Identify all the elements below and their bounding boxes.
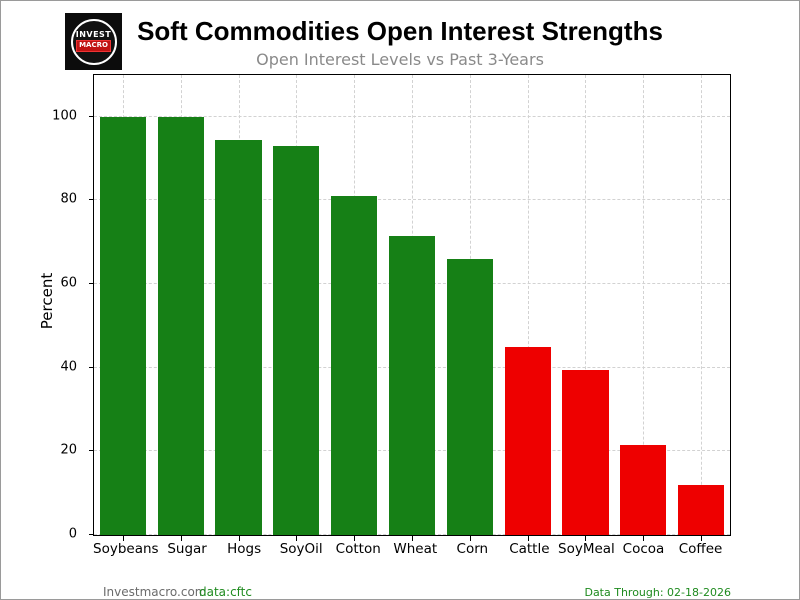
y-tick-mark (89, 450, 94, 452)
chart-subtitle: Open Interest Levels vs Past 3-Years (256, 50, 544, 69)
x-tick-label: Cocoa (622, 541, 665, 557)
x-tick-mark (701, 536, 703, 541)
logo-text-macro: MACRO (76, 40, 111, 52)
footer-data-source-text: data:cftc (199, 585, 252, 599)
y-tick-label: 80 (60, 191, 77, 207)
x-tick-mark (296, 536, 298, 541)
bar-corn (446, 259, 493, 535)
x-tick-label: Soybeans (93, 541, 159, 557)
x-tick-label: Cattle (509, 541, 550, 557)
x-tick-mark (585, 536, 587, 541)
investmacro-logo: INVEST MACRO (65, 13, 122, 70)
x-tick-label: Hogs (227, 541, 262, 557)
bar-cotton (331, 196, 378, 535)
chart-title: Soft Commodities Open Interest Strengths (137, 16, 663, 46)
x-tick-mark (238, 536, 240, 541)
y-tick-label: 0 (68, 526, 77, 542)
x-tick-label: SoyOil (279, 541, 323, 557)
y-tick-label: 40 (60, 359, 77, 375)
bar-coffee (677, 484, 725, 535)
plot-area (89, 74, 731, 541)
y-tick-mark (89, 283, 94, 285)
x-tick-label: Cotton (335, 541, 381, 557)
bar-wheat (388, 236, 436, 535)
bar-sugar (157, 116, 204, 535)
y-axis-tick-labels: 0 20 40 60 80 100 (1, 74, 85, 540)
bar-soybeans (99, 116, 147, 535)
y-tick-label: 20 (60, 442, 77, 458)
logo-text-invest: INVEST (75, 30, 112, 40)
x-tick-label: SoyMeal (558, 541, 615, 557)
y-tick-mark (89, 534, 94, 535)
footer-site-text: Investmacro.com (103, 585, 207, 599)
y-tick-label: 100 (52, 108, 77, 124)
x-tick-mark (354, 536, 356, 541)
y-tick-mark (89, 366, 94, 368)
x-tick-label: Wheat (393, 541, 438, 557)
investmacro-logo-circle: INVEST MACRO (70, 18, 117, 65)
bar-hogs (215, 139, 262, 535)
bar-soyoil (273, 146, 320, 535)
x-tick-label: Sugar (167, 541, 207, 557)
y-tick-mark (89, 115, 94, 117)
x-tick-mark (643, 536, 645, 541)
x-tick-mark (412, 536, 413, 541)
y-tick-label: 60 (60, 275, 77, 291)
x-tick-label: Coffee (678, 541, 723, 557)
x-tick-mark (527, 536, 529, 541)
x-axis-tick-labels: Soybeans Sugar Hogs SoyOil Cotton Wheat Corn Ca… (93, 541, 729, 557)
bar-cocoa (620, 445, 667, 535)
vertical-gridline (701, 75, 703, 535)
y-tick-mark (89, 199, 94, 201)
x-tick-label: Corn (456, 541, 489, 557)
footer-data-through-text: Data Through: 02-18-2026 (584, 586, 731, 599)
bar-cattle (504, 346, 551, 535)
vertical-gridline (527, 75, 529, 535)
bar-soymeal (562, 369, 609, 535)
x-tick-mark (180, 536, 182, 541)
vertical-gridline (643, 75, 645, 535)
vertical-gridline (585, 75, 587, 535)
x-tick-mark (122, 536, 124, 541)
x-tick-mark (469, 536, 471, 541)
